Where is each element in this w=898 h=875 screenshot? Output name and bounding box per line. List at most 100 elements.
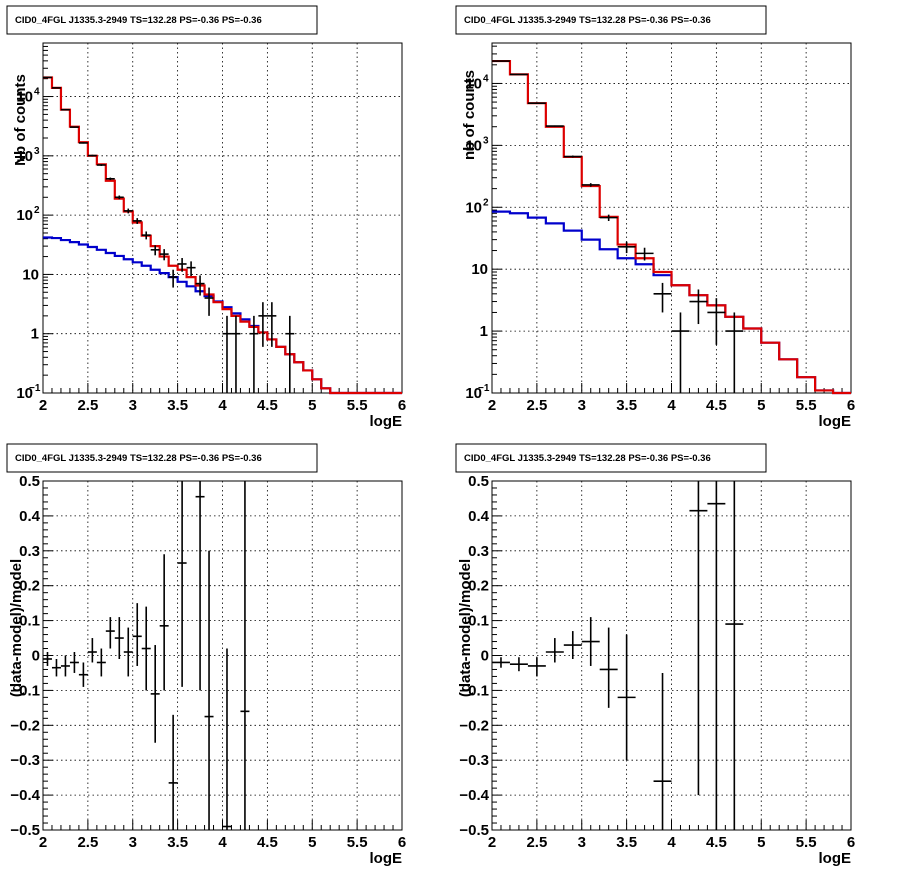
x-tick-label: 5 (308, 397, 316, 414)
y-tick-label: 0.2 (468, 578, 489, 595)
title-box (455, 5, 767, 35)
y-tick-exponent: 2 (483, 197, 489, 208)
y-tick-label: 0.4 (468, 508, 490, 525)
x-tick-label: 3 (578, 397, 586, 414)
plot-title: CID0_4FGL J1335.3-2949 TS=132.28 PS=-0.3… (15, 453, 262, 464)
panel-3: CID0_4FGL J1335.3-2949 TS=132.28 PS=-0.3… (6, 443, 406, 867)
x-tick-label: 6 (398, 834, 406, 851)
x-tick-label: 6 (398, 397, 406, 414)
y-tick-label: −0.1 (10, 682, 40, 699)
y-tick-label: 0.5 (468, 473, 489, 490)
y-tick-label: 0 (32, 648, 40, 665)
y-tick-label: 0.5 (19, 473, 40, 490)
y-tick-label: 0.1 (19, 613, 40, 630)
y-tick-label: −0.4 (459, 787, 489, 804)
x-tick-label: 4 (667, 834, 676, 851)
x-tick-label: 5.5 (796, 834, 817, 851)
x-tick-label: 4 (667, 397, 676, 414)
y-tick-exponent: −1 (29, 383, 41, 394)
y-tick-label: 10 (471, 261, 488, 278)
y-tick-label: −0.4 (10, 787, 40, 804)
x-tick-label: 2 (39, 397, 47, 414)
y-tick-label: 10 (22, 266, 39, 283)
x-tick-label: 2.5 (526, 397, 547, 414)
x-tick-label: 6 (847, 397, 855, 414)
x-tick-label: 4.5 (706, 397, 727, 414)
y-tick-label: 0.1 (468, 613, 489, 630)
x-tick-label: 2 (39, 834, 47, 851)
y-tick-exponent: 3 (34, 146, 40, 157)
y-tick-exponent: 4 (34, 87, 40, 98)
plot-title: CID0_4FGL J1335.3-2949 TS=132.28 PS=-0.3… (464, 453, 711, 464)
panel-4: CID0_4FGL J1335.3-2949 TS=132.28 PS=-0.3… (455, 443, 855, 867)
y-tick-exponent: −1 (478, 383, 490, 394)
x-tick-label: 3 (129, 834, 137, 851)
y-tick-label: 10 (16, 148, 33, 165)
plot-frame (42, 480, 403, 831)
x-tick-label: 3 (129, 397, 137, 414)
y-tick-label: −0.5 (459, 822, 489, 839)
y-axis-title: nb of counts (461, 70, 478, 160)
panel-1: CID0_4FGL J1335.3-2949 TS=132.28 PS=-0.3… (6, 5, 406, 430)
y-tick-exponent: 4 (483, 73, 489, 84)
x-tick-label: 3.5 (616, 834, 637, 851)
y-tick-label: 0.3 (19, 543, 40, 560)
y-tick-label: −0.2 (10, 717, 40, 734)
x-tick-label: 5 (308, 834, 316, 851)
x-tick-label: 5 (757, 834, 765, 851)
y-tick-label: 10 (16, 207, 33, 224)
x-tick-label: 6 (847, 834, 855, 851)
y-tick-exponent: 2 (34, 205, 40, 216)
y-tick-label: 0.3 (468, 543, 489, 560)
x-axis-title: logE (370, 413, 403, 430)
y-tick-label: 10 (465, 385, 482, 402)
x-tick-label: 4.5 (706, 834, 727, 851)
y-axis-title: (data-model)/model (457, 559, 474, 697)
x-axis-title: logE (819, 850, 852, 867)
x-tick-label: 4.5 (257, 397, 278, 414)
y-tick-label: 0.4 (19, 508, 41, 525)
title-box (6, 5, 318, 35)
y-tick-label: −0.5 (10, 822, 40, 839)
panel-2: CID0_4FGL J1335.3-2949 TS=132.28 PS=-0.3… (455, 5, 855, 430)
y-tick-label: 10 (465, 199, 482, 216)
x-tick-label: 2.5 (77, 397, 98, 414)
title-box (455, 443, 767, 473)
y-tick-label: −0.3 (459, 752, 489, 769)
plot-title: CID0_4FGL J1335.3-2949 TS=132.28 PS=-0.3… (464, 15, 711, 26)
x-tick-label: 4 (218, 397, 227, 414)
y-tick-label: 10 (465, 75, 482, 92)
x-tick-label: 5.5 (796, 397, 817, 414)
x-tick-label: 5 (757, 397, 765, 414)
y-tick-label: −0.3 (10, 752, 40, 769)
title-box (6, 443, 318, 473)
y-axis-title: Nb of counts (12, 74, 29, 166)
x-axis-title: logE (819, 413, 852, 430)
x-tick-label: 3.5 (167, 397, 188, 414)
y-tick-label: 10 (16, 89, 33, 106)
y-tick-label: 10 (465, 137, 482, 154)
x-tick-label: 2 (488, 834, 496, 851)
plot-frame (491, 480, 852, 831)
x-tick-label: 2.5 (526, 834, 547, 851)
x-tick-label: 4.5 (257, 834, 278, 851)
y-tick-label: 1 (480, 323, 488, 340)
y-tick-exponent: 3 (483, 135, 489, 146)
x-tick-label: 3.5 (616, 397, 637, 414)
x-tick-label: 2 (488, 397, 496, 414)
x-tick-label: 3 (578, 834, 586, 851)
y-tick-label: −0.1 (459, 682, 489, 699)
x-tick-label: 5.5 (347, 397, 368, 414)
x-tick-label: 2.5 (77, 834, 98, 851)
y-tick-label: 1 (31, 326, 39, 343)
plot-frame (42, 42, 403, 394)
y-tick-label: −0.2 (459, 717, 489, 734)
plot-frame (491, 42, 852, 394)
x-tick-label: 3.5 (167, 834, 188, 851)
y-tick-label: 0.2 (19, 578, 40, 595)
y-tick-label: 0 (481, 648, 489, 665)
y-tick-label: 10 (16, 385, 33, 402)
plot-title: CID0_4FGL J1335.3-2949 TS=132.28 PS=-0.3… (15, 15, 262, 26)
y-axis-title: (data-model)/model (8, 559, 25, 697)
